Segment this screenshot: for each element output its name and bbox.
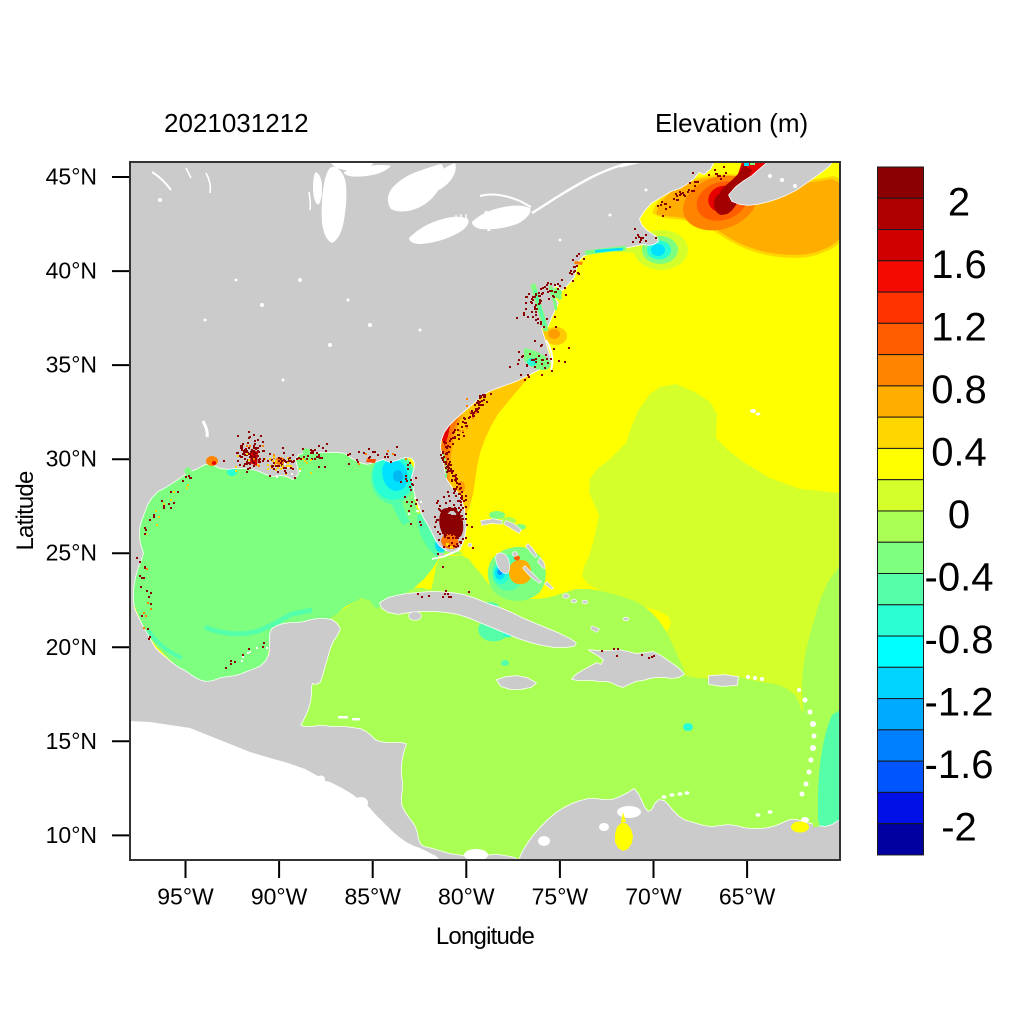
svg-text:80°W: 80°W <box>438 884 495 910</box>
svg-text:45°N: 45°N <box>46 164 97 190</box>
svg-text:95°W: 95°W <box>157 884 214 910</box>
svg-text:0.4: 0.4 <box>931 430 987 474</box>
svg-text:0.8: 0.8 <box>931 368 987 412</box>
svg-text:10°N: 10°N <box>46 822 97 848</box>
svg-text:15°N: 15°N <box>46 728 97 754</box>
svg-text:1.2: 1.2 <box>931 305 987 349</box>
svg-text:2: 2 <box>948 180 970 224</box>
svg-text:70°W: 70°W <box>625 884 682 910</box>
svg-text:25°N: 25°N <box>46 540 97 566</box>
svg-text:Elevation (m): Elevation (m) <box>655 108 808 138</box>
svg-text:-0.8: -0.8 <box>925 618 994 662</box>
svg-text:85°W: 85°W <box>344 884 401 910</box>
svg-text:Longitude: Longitude <box>436 923 535 950</box>
svg-text:30°N: 30°N <box>46 446 97 472</box>
svg-text:40°N: 40°N <box>46 258 97 284</box>
svg-text:75°W: 75°W <box>532 884 589 910</box>
svg-text:1.6: 1.6 <box>931 243 987 287</box>
svg-text:65°W: 65°W <box>719 884 776 910</box>
svg-text:90°W: 90°W <box>251 884 308 910</box>
svg-text:35°N: 35°N <box>46 352 97 378</box>
svg-text:-0.4: -0.4 <box>925 556 994 600</box>
svg-text:Latitude: Latitude <box>12 471 39 550</box>
svg-text:20°N: 20°N <box>46 634 97 660</box>
svg-text:0: 0 <box>948 493 970 537</box>
svg-text:2021031212: 2021031212 <box>164 108 309 138</box>
svg-text:-1.2: -1.2 <box>925 681 994 725</box>
svg-text:-1.6: -1.6 <box>925 743 994 787</box>
svg-text:-2: -2 <box>941 806 977 850</box>
